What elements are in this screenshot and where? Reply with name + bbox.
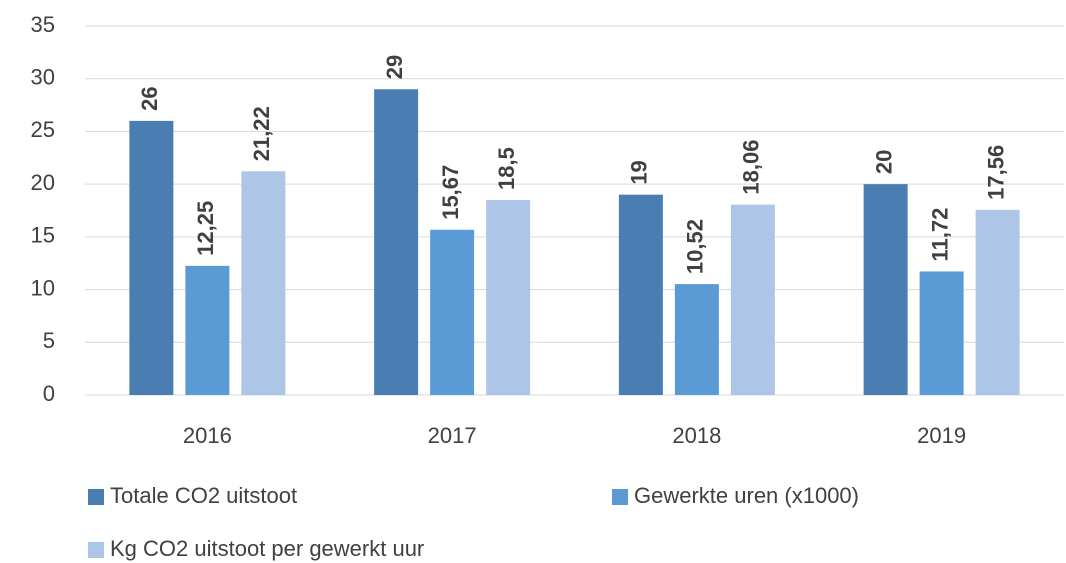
y-tick-label: 15 (31, 223, 55, 248)
value-label: 17,56 (983, 145, 1008, 200)
x-tick-label: 2018 (672, 423, 721, 448)
bar (430, 229, 475, 395)
bar (919, 271, 964, 395)
bar (674, 284, 719, 395)
bar (618, 194, 663, 395)
value-label: 21,22 (249, 106, 274, 161)
bar (863, 184, 908, 395)
y-tick-label: 30 (31, 65, 55, 90)
legend-swatch (612, 489, 628, 505)
value-label: 10,52 (683, 219, 708, 274)
value-label: 18,06 (739, 140, 764, 195)
y-tick-label: 5 (43, 328, 55, 353)
legend-swatch (88, 542, 104, 558)
y-tick-label: 25 (31, 117, 55, 142)
bar (129, 120, 174, 395)
y-tick-label: 20 (31, 170, 55, 195)
y-tick-label: 35 (31, 12, 55, 37)
bar (374, 89, 419, 395)
y-tick-label: 0 (43, 381, 55, 406)
x-tick-label: 2019 (917, 423, 966, 448)
value-label: 11,72 (927, 208, 952, 262)
legend-swatch (88, 489, 104, 505)
value-label: 15,67 (438, 165, 463, 220)
legend-label: Gewerkte uren (x1000) (634, 483, 859, 508)
x-tick-label: 2016 (183, 423, 232, 448)
bar (730, 204, 775, 395)
bar (486, 199, 531, 395)
legend-label: Totale CO2 uitstoot (110, 483, 297, 508)
value-label: 20 (871, 150, 896, 174)
value-label: 18,5 (494, 147, 519, 190)
value-label: 12,25 (193, 201, 218, 256)
bar (241, 171, 286, 395)
legend-label: Kg CO2 uitstoot per gewerkt uur (110, 536, 424, 561)
value-label: 29 (382, 55, 407, 79)
x-tick-label: 2017 (428, 423, 477, 448)
value-label: 26 (137, 86, 162, 110)
bar (185, 265, 230, 395)
y-tick-label: 10 (31, 275, 55, 300)
value-label: 19 (627, 160, 652, 184)
bar (975, 209, 1020, 395)
